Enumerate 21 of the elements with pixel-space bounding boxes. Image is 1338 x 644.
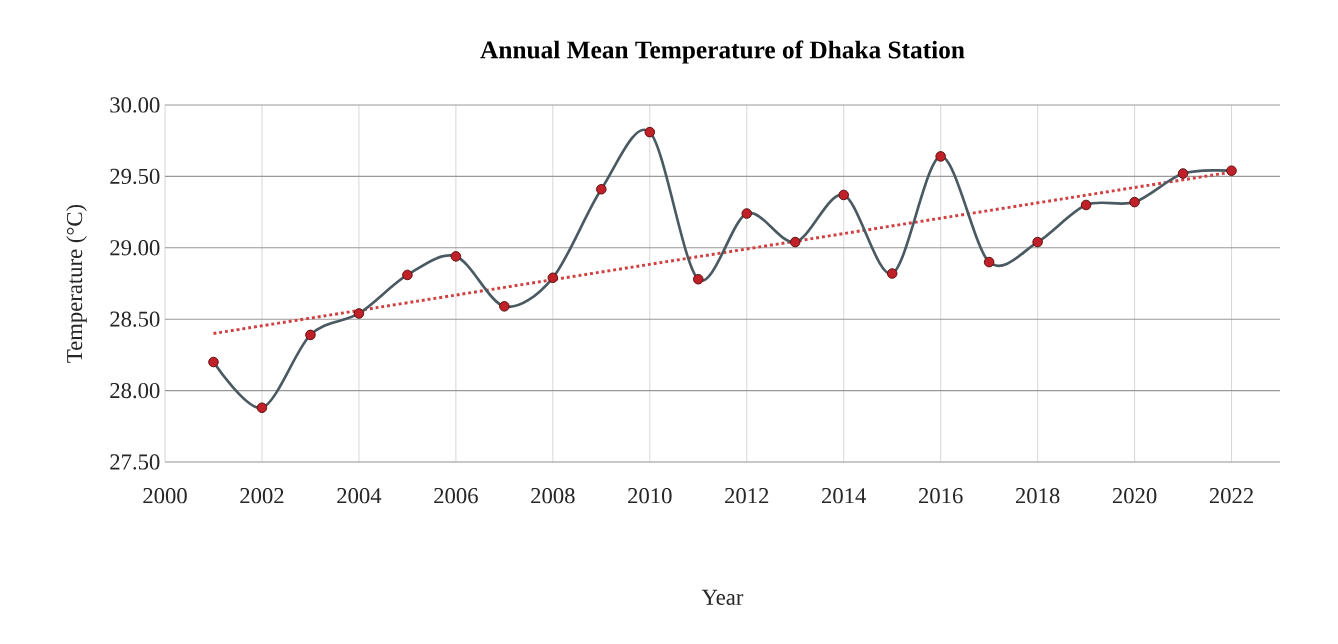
x-tick-label: 2002 xyxy=(240,488,284,504)
y-tick-label: 29.00 xyxy=(110,240,160,256)
x-tick-label: 2006 xyxy=(434,488,478,504)
x-tick-label: 2000 xyxy=(143,488,187,504)
x-tick-label: 2004 xyxy=(337,488,382,504)
x-tick-label: 2012 xyxy=(725,488,769,504)
x-tick-label: 2018 xyxy=(1015,488,1060,504)
y-tick-label: 27.50 xyxy=(110,454,160,470)
x-tick-label: 2010 xyxy=(628,488,672,504)
x-tick-label: 2008 xyxy=(531,488,575,504)
x-tick-label: 2022 xyxy=(1209,488,1253,504)
x-tick-label: 2016 xyxy=(919,488,963,504)
y-tick-label: 30.00 xyxy=(110,97,160,113)
y-axis-title: Temperature (°C) xyxy=(66,204,87,363)
chart-title: Annual Mean Temperature of Dhaka Station xyxy=(480,40,965,64)
x-tick-label: 2020 xyxy=(1112,488,1157,504)
y-tick-label: 29.50 xyxy=(110,168,160,185)
x-tick-label: 2014 xyxy=(822,488,867,504)
x-axis-title: Year xyxy=(701,589,744,605)
y-tick-label: 28.50 xyxy=(110,311,160,327)
y-tick-label: 28.00 xyxy=(110,382,160,399)
